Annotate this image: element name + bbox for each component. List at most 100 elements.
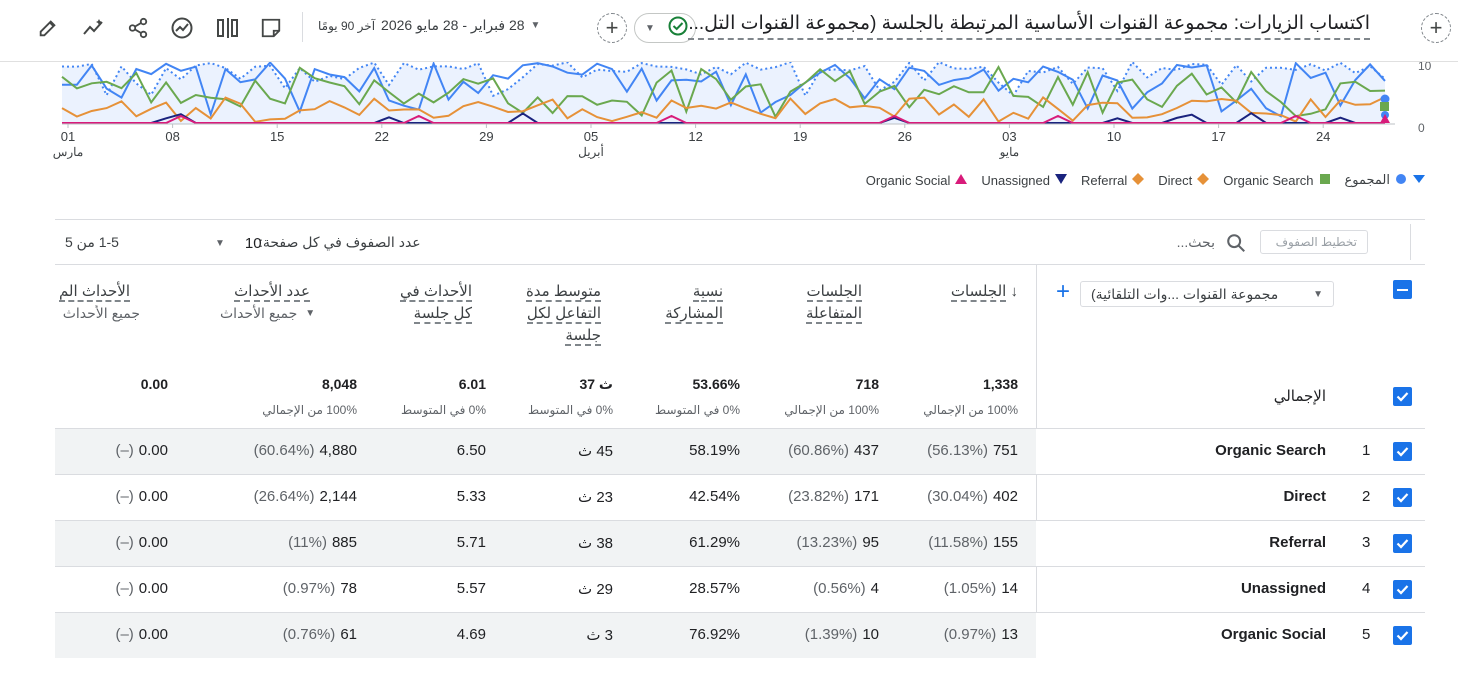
search-input[interactable]: بحث... <box>1176 234 1215 250</box>
chevron-down-icon: ▼ <box>305 308 316 319</box>
events-per-session-cell: 4.69 <box>456 626 486 643</box>
event-count-cell: (11%) 885 <box>288 534 357 551</box>
select-all-checkbox[interactable] <box>1393 280 1412 299</box>
legend-item[interactable]: Organic Social <box>866 172 968 188</box>
date-range-value: 28 فبراير - 28 مايو 2026 <box>381 17 525 33</box>
engagement-rate-cell: 42.54% <box>689 488 740 505</box>
table-row[interactable]: 5 Organic Social (0.97%) 13 (1.39%) 10 76.92% 3… <box>55 612 1425 658</box>
column-header-sessions[interactable]: ↓ الجلسات <box>950 281 1018 303</box>
table-row[interactable]: 2 Direct (30.04%) 402 (23.82%) 171 42.54% 23 ث 5… <box>55 474 1425 520</box>
dimension-selector[interactable]: ▼ مجموعة القنوات ...وات التلقائية) <box>1080 281 1334 307</box>
line-chart: 10 0 01 مارس 08 15 22 29 05 أبريل 12 19 26 03 مايو 10 17… <box>0 59 1458 167</box>
add-comparison-button[interactable]: + <box>597 13 627 43</box>
legend-item[interactable]: المجموع <box>1345 172 1426 188</box>
x-tick-label: 05 <box>584 129 598 144</box>
legend-toggle-icon[interactable] <box>1412 173 1426 188</box>
engaged-sessions-cell-percent: (0.56%) <box>813 580 866 597</box>
legend-item[interactable]: Referral <box>1081 172 1145 188</box>
totals-value: 1,338 <box>982 376 1018 392</box>
legend-item[interactable]: Unassigned <box>981 172 1067 188</box>
check-icon <box>1396 631 1409 641</box>
x-tick-month: مارس <box>53 145 84 159</box>
column-title: نسبة <box>692 283 723 302</box>
row-plot-input[interactable]: تخطيط الصفوف <box>1260 230 1368 254</box>
row-checkbox[interactable] <box>1393 580 1412 599</box>
legend-item[interactable]: Organic Search <box>1223 172 1330 188</box>
engagement-rate-cell: 28.57% <box>689 580 740 597</box>
sessions-cell-percent: (56.13%) <box>927 442 988 459</box>
x-tick-label: 03 <box>1002 129 1016 144</box>
report-title[interactable]: اكتساب الزيارات: مجموعة القنوات الأساسية… <box>688 12 1370 40</box>
column-header-events-per-session[interactable]: الأحداث في كل جلسة <box>400 281 472 325</box>
row-checkbox[interactable] <box>1393 626 1412 645</box>
event-count-cell-value: 78 <box>340 580 357 597</box>
key-events-cell-percent: (–) <box>115 534 134 551</box>
legend-label: Unassigned <box>981 172 1050 188</box>
row-checkbox[interactable] <box>1393 442 1412 461</box>
column-header-avg-engagement[interactable]: متوسط مدة التفاعل لكل جلسة <box>525 281 601 347</box>
row-checkbox[interactable] <box>1393 534 1412 553</box>
check-icon <box>1396 493 1409 503</box>
column-header-key-events[interactable]: الأحداث الم <box>56 281 130 303</box>
totals-label: الإجمالي <box>1273 388 1326 405</box>
table-toolbar: تخطيط الصفوف بحث... عدد الصفوف في كل صفح… <box>55 219 1425 265</box>
engaged-sessions-cell-value: 10 <box>862 626 879 643</box>
legend-item[interactable]: Direct <box>1158 172 1210 188</box>
events-per-session-cell: 5.71 <box>456 534 486 551</box>
event-count-cell-value: 4,880 <box>319 442 357 459</box>
x-tick-label: 26 <box>898 129 912 144</box>
sessions-cell: (30.04%) 402 <box>927 488 1018 505</box>
engaged-sessions-cell: (23.82%) 171 <box>788 488 879 505</box>
plus-icon: + <box>1429 15 1443 40</box>
add-dimension-button[interactable]: + <box>1056 278 1071 305</box>
totals-value: 8,048 <box>321 376 357 392</box>
rows-per-page-select[interactable]: ▼ 10 <box>215 232 295 254</box>
x-tick-label: 22 <box>375 129 389 144</box>
date-range-selector[interactable]: ▼ 28 فبراير - 28 مايو 2026 آخر 90 يومًا <box>318 17 540 34</box>
totals-checkbox[interactable] <box>1393 387 1412 406</box>
column-header-engagement-rate[interactable]: نسبة المشاركة <box>665 281 723 325</box>
key-event-filter-select[interactable]: جميع الأحداث <box>56 305 140 322</box>
legend-label: Organic Search <box>1223 172 1314 188</box>
engagement-rate-cell: 76.92% <box>689 626 740 643</box>
add-filter-button[interactable]: + <box>1421 13 1451 43</box>
engaged-sessions-cell: (0.56%) 4 <box>813 580 879 597</box>
event-filter-select[interactable]: ▼ جميع الأحداث <box>220 305 315 322</box>
x-tick-label: 12 <box>688 129 702 144</box>
columns-icon[interactable] <box>213 14 241 42</box>
channel-name: Organic Social <box>1220 626 1326 643</box>
key-events-cell: (–) 0.00 <box>115 488 168 505</box>
sessions-cell: (56.13%) 751 <box>927 442 1018 459</box>
row-checkbox[interactable] <box>1393 488 1412 507</box>
totals-value: 37 ث <box>579 376 613 392</box>
data-quality-status[interactable]: ▼ <box>634 13 696 43</box>
series-direct-line <box>61 65 1386 119</box>
engaged-sessions-cell-value: 95 <box>862 534 879 551</box>
column-header-event-count[interactable]: عدد الأحداث <box>234 281 310 303</box>
totals-value: 0.00 <box>140 376 168 392</box>
table-row[interactable]: 3 Referral (11.58%) 155 (13.23%) 95 61.29% 38 ث… <box>55 520 1425 566</box>
column-title: الجلسات <box>950 283 1007 302</box>
chevron-down-icon: ▼ <box>1313 288 1323 300</box>
column-header-engaged-sessions[interactable]: الجلسات المتفاعلة <box>805 281 862 325</box>
search-icon[interactable] <box>1225 232 1247 259</box>
table-row[interactable]: 4 Unassigned (1.05%) 14 (0.56%) 4 28.57% 29 ث 5.… <box>55 566 1425 612</box>
row-number: 5 <box>1362 626 1371 643</box>
table-row[interactable]: 1 Organic Search (56.13%) 751 (60.86%) 437 58.… <box>55 428 1425 474</box>
legend-label: Referral <box>1081 172 1128 188</box>
key-events-cell-value: 0.00 <box>138 442 168 459</box>
compare-trend-icon[interactable] <box>168 14 196 42</box>
share-icon[interactable] <box>124 14 152 42</box>
edit-icon[interactable] <box>34 14 62 42</box>
y-tick-label: 10 <box>1418 62 1432 73</box>
plus-icon: + <box>605 15 619 40</box>
totals-value: 53.66% <box>692 376 740 392</box>
avg-engagement-cell: 3 ث <box>586 627 613 644</box>
event-count-cell-value: 885 <box>331 534 357 551</box>
insights-icon[interactable] <box>80 14 108 42</box>
totals-subtext: 100% من الإجمالي <box>784 403 879 417</box>
annotation-icon[interactable] <box>257 14 285 42</box>
event-count-cell: (60.64%) 4,880 <box>254 442 357 459</box>
sessions-cell-percent: (30.04%) <box>927 488 988 505</box>
rows-per-page-value: 10 <box>244 234 262 252</box>
